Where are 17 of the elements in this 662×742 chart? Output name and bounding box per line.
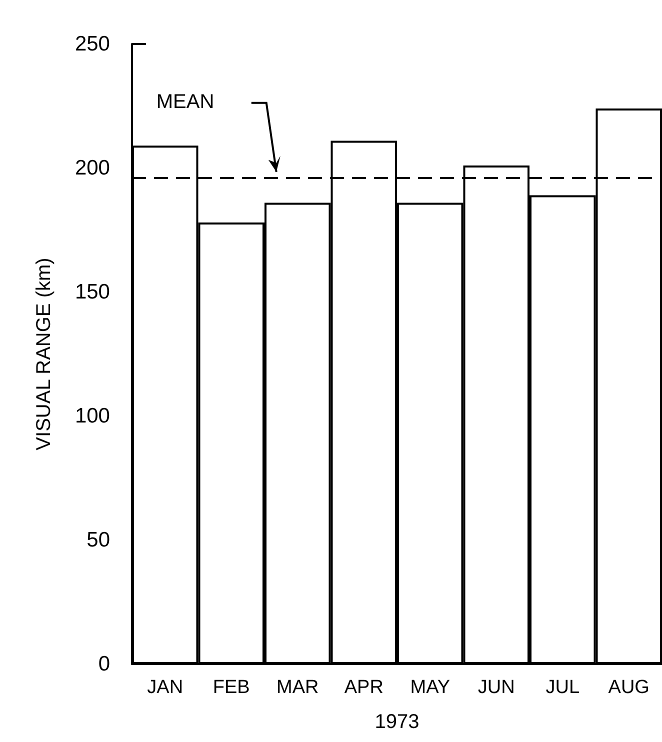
y-tick-label: 200	[74, 156, 110, 180]
x-tick-label: MAY	[410, 677, 450, 698]
y-tick-label: 150	[74, 280, 110, 304]
x-tick-label: FEB	[212, 677, 250, 698]
x-tick-label: AUG	[608, 677, 650, 698]
y-tick-label: 100	[74, 404, 110, 428]
y-tick-label: 50	[86, 528, 110, 552]
x-tick-label: JUL	[546, 677, 580, 698]
x-axis-title: 1973	[374, 711, 420, 733]
y-axis-title: VISUAL RANGE (km)	[33, 258, 55, 450]
x-tick-label: JAN	[147, 677, 184, 698]
x-tick-label: JUN	[478, 677, 515, 698]
x-tick-label: APR	[344, 677, 384, 698]
ref-line-label: MEAN	[156, 90, 214, 114]
x-tick-label: MAR	[276, 677, 319, 698]
y-tick-label: 0	[98, 652, 110, 676]
y-tick-label: 250	[74, 32, 110, 56]
